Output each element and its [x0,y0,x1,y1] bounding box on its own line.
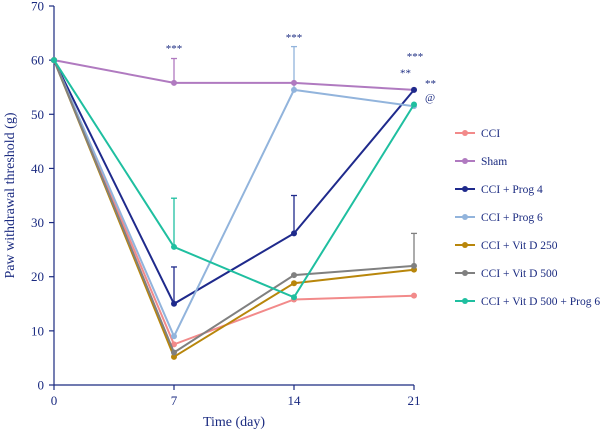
data-point [171,333,177,340]
significance-annotations: *************@ [166,32,436,104]
series-line-cci-vit-d-500 [53,59,415,354]
y-tick-label: 20 [31,269,44,284]
x-tick-label: 0 [51,393,58,408]
series-line-cci-vit-d-500-prog-6 [53,59,415,299]
data-point [291,86,297,93]
series-lines [51,57,417,360]
series-line-cci-prog-4 [53,59,415,306]
data-point [411,101,417,108]
y-tick-label: 10 [31,323,44,338]
significance-annotation: ** [425,78,436,90]
data-point [291,230,297,237]
legend-marker [462,242,468,248]
data-point [291,272,297,279]
data-point [171,243,177,250]
y-tick-label: 40 [31,161,44,176]
y-tick-label: 60 [31,53,44,68]
legend-marker [462,130,468,136]
data-point [171,353,177,360]
legend-label: Sham [481,156,507,168]
data-point [291,79,297,86]
legend-label: CCI + Prog 4 [481,184,543,196]
significance-annotation: *** [286,32,303,44]
y-axis-title: Paw withdrawal threshold (g) [3,112,18,278]
series-line-cci-prog-6 [53,59,415,339]
legend: CCI Sham CCI + Prog 4 CCI + Prog 6 CCI + Vit… [455,128,600,308]
data-point [171,349,177,356]
data-point [411,262,417,269]
significance-annotation: ** [400,67,411,79]
y-tick-label: 50 [31,107,44,122]
legend-marker [462,186,468,192]
legend-marker [462,214,468,220]
series-line-cci-vit-d-250 [53,59,415,359]
data-point [171,79,177,86]
y-tick-label: 30 [31,215,44,230]
x-axis-title: Time (day) [203,415,265,429]
data-point [411,86,417,93]
y-tick-label: 70 [31,0,44,14]
series-line-sham [53,59,415,91]
x-tick-label: 7 [171,393,178,408]
x-tick-label: 21 [408,393,421,408]
data-point [411,292,417,299]
legend-label: CCI + Prog 6 [481,212,543,224]
significance-annotation: @ [425,92,435,104]
significance-annotation: *** [166,43,183,55]
legend-marker [462,298,468,304]
y-tick-label: 0 [38,378,45,393]
legend-label: CCI [481,128,500,140]
legend-label: CCI + Vit D 500 [481,268,558,280]
data-point [171,341,177,348]
legend-label: CCI + Vit D 500 + Prog 6 [481,296,600,308]
legend-marker [462,270,468,276]
axes: 0 10 20 30 40 50 60 70 0 7 14 21 [31,0,421,408]
data-point [291,280,297,287]
data-point [171,300,177,307]
significance-annotation: *** [407,51,424,63]
x-tick-label: 14 [288,393,302,408]
series-line-cci [53,59,415,346]
legend-label: CCI + Vit D 250 [481,240,558,252]
data-point [51,57,57,64]
legend-marker [462,158,468,164]
data-point [291,294,297,301]
